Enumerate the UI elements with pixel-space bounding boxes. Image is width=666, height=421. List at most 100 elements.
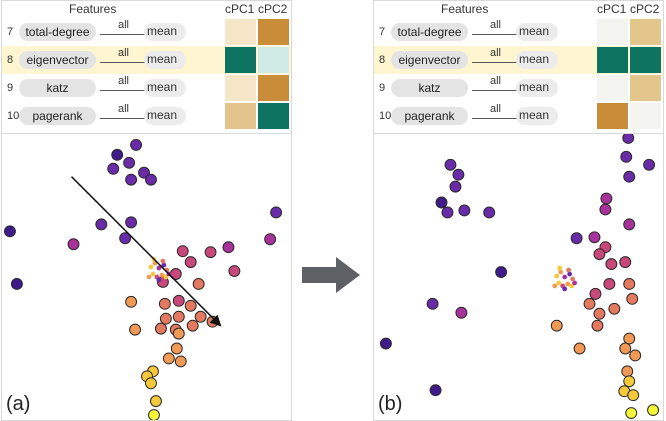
feature-chip[interactable]: katz: [19, 79, 96, 97]
panel-label-a: (a): [6, 393, 31, 415]
aggregation-connector: [100, 62, 145, 63]
feature-row[interactable]: 9 katz all mean: [2, 74, 291, 102]
aggregation-label: mean: [519, 24, 550, 38]
node-point: [429, 384, 442, 397]
aggregation-chip[interactable]: [144, 51, 186, 69]
node-point: [593, 248, 606, 261]
node-point: [458, 204, 471, 217]
panel-b: Features cPC1 cPC2 7 total-degree all mean 8…: [373, 0, 664, 421]
node-point: [192, 277, 205, 290]
aggregation-connector: [472, 34, 517, 35]
feature-row[interactable]: 8 eigenvector all mean: [2, 46, 291, 74]
aggregation-chip[interactable]: [516, 79, 558, 97]
node-point: [204, 246, 217, 259]
aggregation-scope-label: all: [118, 75, 130, 87]
feature-chip[interactable]: total-degree: [19, 23, 96, 41]
aggregation-label: mean: [519, 80, 550, 94]
feature-table-b: Features cPC1 cPC2 7 total-degree all mean 8…: [374, 1, 663, 134]
node-point: [623, 170, 636, 183]
aggregation-chip[interactable]: [516, 51, 558, 69]
feature-row[interactable]: 8 eigenvector all mean: [374, 46, 663, 74]
node-point: [264, 233, 277, 246]
node-point: [622, 134, 635, 144]
feature-row[interactable]: 7 total-degree all mean: [374, 18, 663, 46]
node-point: [154, 322, 167, 335]
feature-chip[interactable]: eigenvector: [391, 51, 468, 69]
node-point: [159, 312, 172, 325]
row-number: 9: [379, 82, 386, 94]
cpc2-cell: [630, 19, 661, 45]
aggregation-chip[interactable]: [516, 107, 558, 125]
aggregation-scope-label: all: [490, 103, 502, 115]
node-point: [159, 272, 165, 278]
node-point: [379, 337, 392, 350]
node-point: [170, 342, 183, 355]
aggregation-label: mean: [147, 108, 178, 122]
row-number: 7: [7, 26, 14, 38]
node-point: [556, 280, 562, 286]
node-point: [625, 407, 638, 420]
node-point: [626, 292, 639, 305]
feature-row[interactable]: 10 pagerank all mean: [2, 102, 291, 130]
node-point: [593, 307, 606, 320]
node-point: [10, 277, 23, 290]
node-point: [149, 395, 162, 408]
node-point: [186, 319, 199, 332]
aggregation-scope-label: all: [118, 19, 130, 31]
node-point: [194, 310, 207, 323]
cpc2-cell: [258, 47, 289, 73]
node-point: [629, 349, 642, 362]
direction-arrow-line: [70, 176, 216, 321]
feature-chip[interactable]: katz: [391, 79, 468, 97]
feature-chip[interactable]: total-degree: [391, 23, 468, 41]
node-point: [627, 389, 640, 402]
cpc2-cell: [258, 75, 289, 101]
aggregation-chip[interactable]: [144, 23, 186, 41]
row-number: 9: [7, 82, 14, 94]
aggregation-chip[interactable]: [516, 23, 558, 41]
feature-chip[interactable]: pagerank: [391, 107, 468, 125]
node-point: [599, 203, 612, 216]
node-point: [565, 281, 571, 287]
node-point: [558, 269, 564, 275]
aggregation-chip[interactable]: [144, 107, 186, 125]
scatter-plot-b: [379, 134, 660, 420]
feature-chip[interactable]: pagerank: [19, 107, 96, 125]
node-point: [603, 277, 616, 290]
row-number: 10: [7, 110, 20, 122]
node-point: [119, 232, 132, 245]
node-point: [647, 404, 660, 417]
node-point: [623, 375, 636, 388]
cpc2-cell: [630, 75, 661, 101]
aggregation-chip[interactable]: [144, 79, 186, 97]
node-point: [145, 173, 157, 186]
node-point: [623, 277, 636, 290]
node-point: [600, 192, 613, 205]
cpc1-cell: [597, 103, 628, 129]
aggregation-scope-label: all: [490, 19, 502, 31]
feature-row[interactable]: 10 pagerank all mean: [374, 102, 663, 130]
node-point: [619, 256, 632, 269]
cpc2-cell: [258, 19, 289, 45]
row-number: 10: [379, 110, 392, 122]
node-point: [270, 206, 283, 219]
feature-row[interactable]: 7 total-degree all mean: [2, 18, 291, 46]
node-point: [222, 241, 235, 254]
node-point: [573, 342, 586, 355]
node-point: [426, 297, 439, 310]
node-point: [184, 299, 197, 312]
cpc1-cell: [225, 47, 256, 73]
node-point: [452, 168, 465, 181]
row-number: 8: [7, 54, 14, 66]
feature-row[interactable]: 9 katz all mean: [374, 74, 663, 102]
aggregation-connector: [100, 90, 145, 91]
aggregation-scope-label: all: [490, 75, 502, 87]
aggregation-label: mean: [519, 52, 550, 66]
cpc1-header: cPC1: [597, 2, 627, 16]
node-point: [570, 276, 576, 282]
node-point: [161, 262, 167, 268]
feature-chip[interactable]: eigenvector: [19, 51, 96, 69]
node-point: [605, 258, 618, 271]
aggregation-scope-label: all: [118, 47, 130, 59]
cpc2-header: cPC2: [258, 2, 288, 16]
